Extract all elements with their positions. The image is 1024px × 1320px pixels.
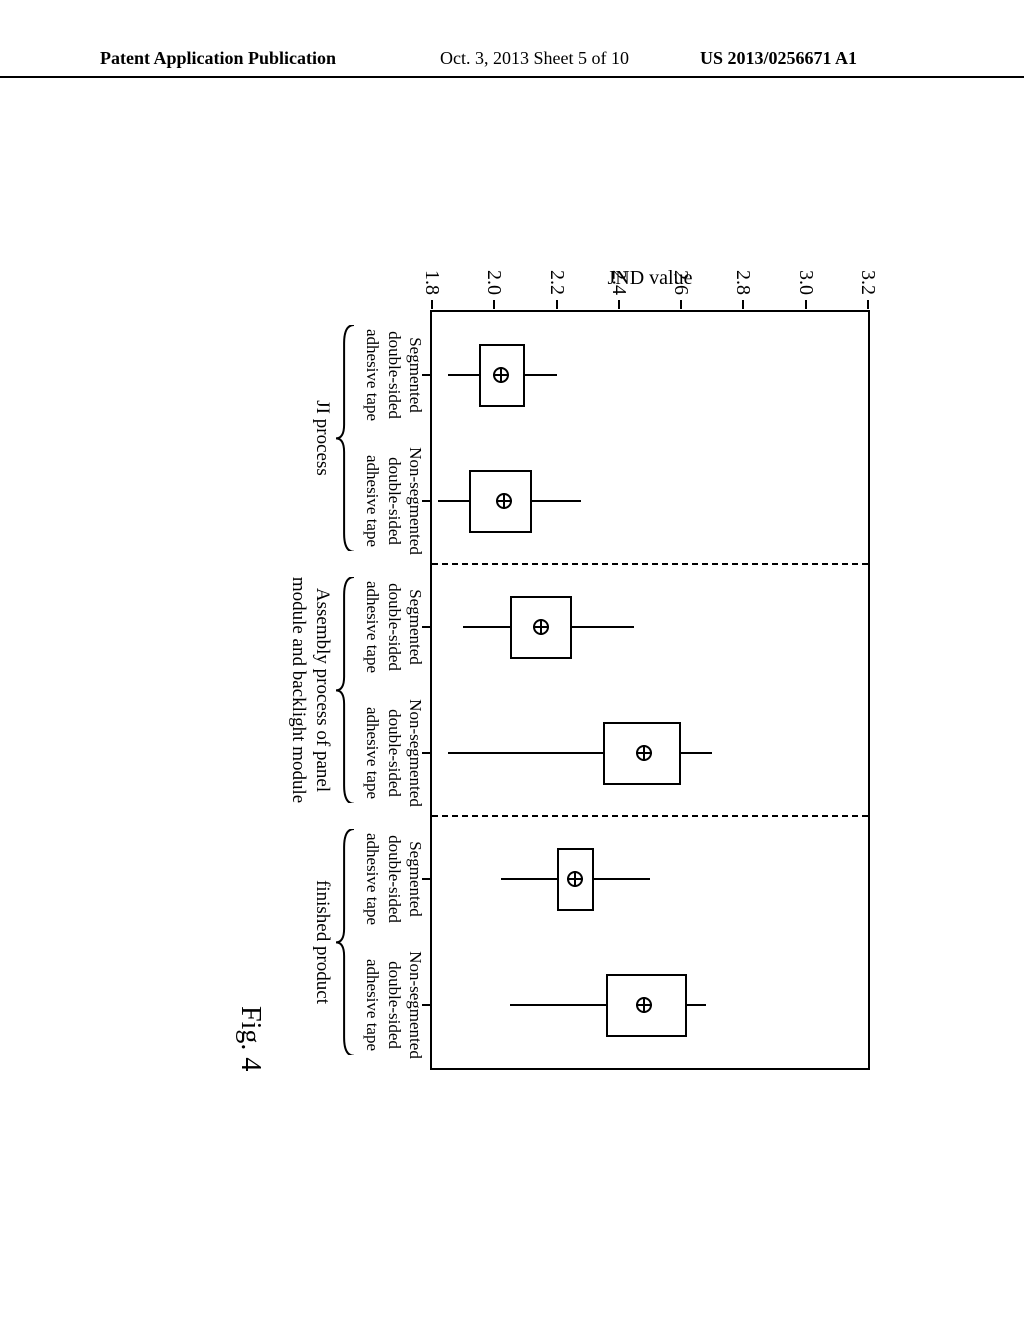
whisker-upper [681,752,712,754]
whisker-lower [463,626,510,628]
group-brace [336,577,354,804]
x-category-label: Non-segmenteddouble-sidedadhesive tape [362,447,426,555]
median-marker-icon [636,997,652,1013]
boxplot-chart: JND value 1.82.02.22.42.62.83.03.2Segmen… [430,310,870,1070]
group-brace [336,325,354,552]
whisker-lower [438,500,469,502]
y-tick-label: 2.0 [482,270,505,295]
whisker-upper [687,1004,706,1006]
whisker-lower [448,374,479,376]
y-tick-label: 2.6 [669,270,692,295]
y-tick: 2.2 [556,300,558,309]
x-category-label: Non-segmenteddouble-sidedadhesive tape [362,951,426,1059]
whisker-upper [525,374,556,376]
median-marker-icon [533,619,549,635]
whisker-upper [532,500,582,502]
y-tick: 2.6 [680,300,682,309]
y-tick-label: 3.0 [794,270,817,295]
whisker-lower [448,752,604,754]
y-tick: 3.2 [867,300,869,309]
group-divider [432,815,868,817]
whisker-lower [501,878,557,880]
x-category-label: Segmenteddouble-sidedadhesive tape [362,833,426,925]
figure-rotated-wrap: JND value 1.82.02.22.42.62.83.03.2Segmen… [130,220,890,1280]
median-marker-icon [567,871,583,887]
group-label: finished product [310,880,334,1004]
group-label: JI process [310,400,334,475]
y-tick-label: 2.4 [607,270,630,295]
group-divider [432,563,868,565]
header-right: US 2013/0256671 A1 [700,48,857,69]
y-tick: 2.4 [618,300,620,309]
median-marker-icon [493,367,509,383]
y-tick: 2.0 [493,300,495,309]
header-left: Patent Application Publication [100,48,336,69]
whisker-lower [510,1004,607,1006]
y-tick-label: 3.2 [856,270,879,295]
median-marker-icon [636,745,652,761]
y-tick: 1.8 [431,300,433,309]
median-marker-icon [496,493,512,509]
whisker-upper [572,626,634,628]
y-tick-label: 2.2 [545,270,568,295]
x-category-label: Non-segmenteddouble-sidedadhesive tape [362,699,426,807]
whisker-upper [594,878,650,880]
group-label: Assembly process of panelmodule and back… [287,577,335,803]
y-tick: 2.8 [742,300,744,309]
y-tick-label: 1.8 [420,270,443,295]
page-header: Patent Application Publication Oct. 3, 2… [0,48,1024,78]
y-tick-label: 2.8 [731,270,754,295]
header-mid: Oct. 3, 2013 Sheet 5 of 10 [440,48,629,69]
x-category-label: Segmenteddouble-sidedadhesive tape [362,581,426,673]
x-category-label: Segmenteddouble-sidedadhesive tape [362,329,426,421]
group-brace [336,829,354,1056]
y-tick: 3.0 [805,300,807,309]
figure-caption: Fig. 4 [234,1006,266,1071]
